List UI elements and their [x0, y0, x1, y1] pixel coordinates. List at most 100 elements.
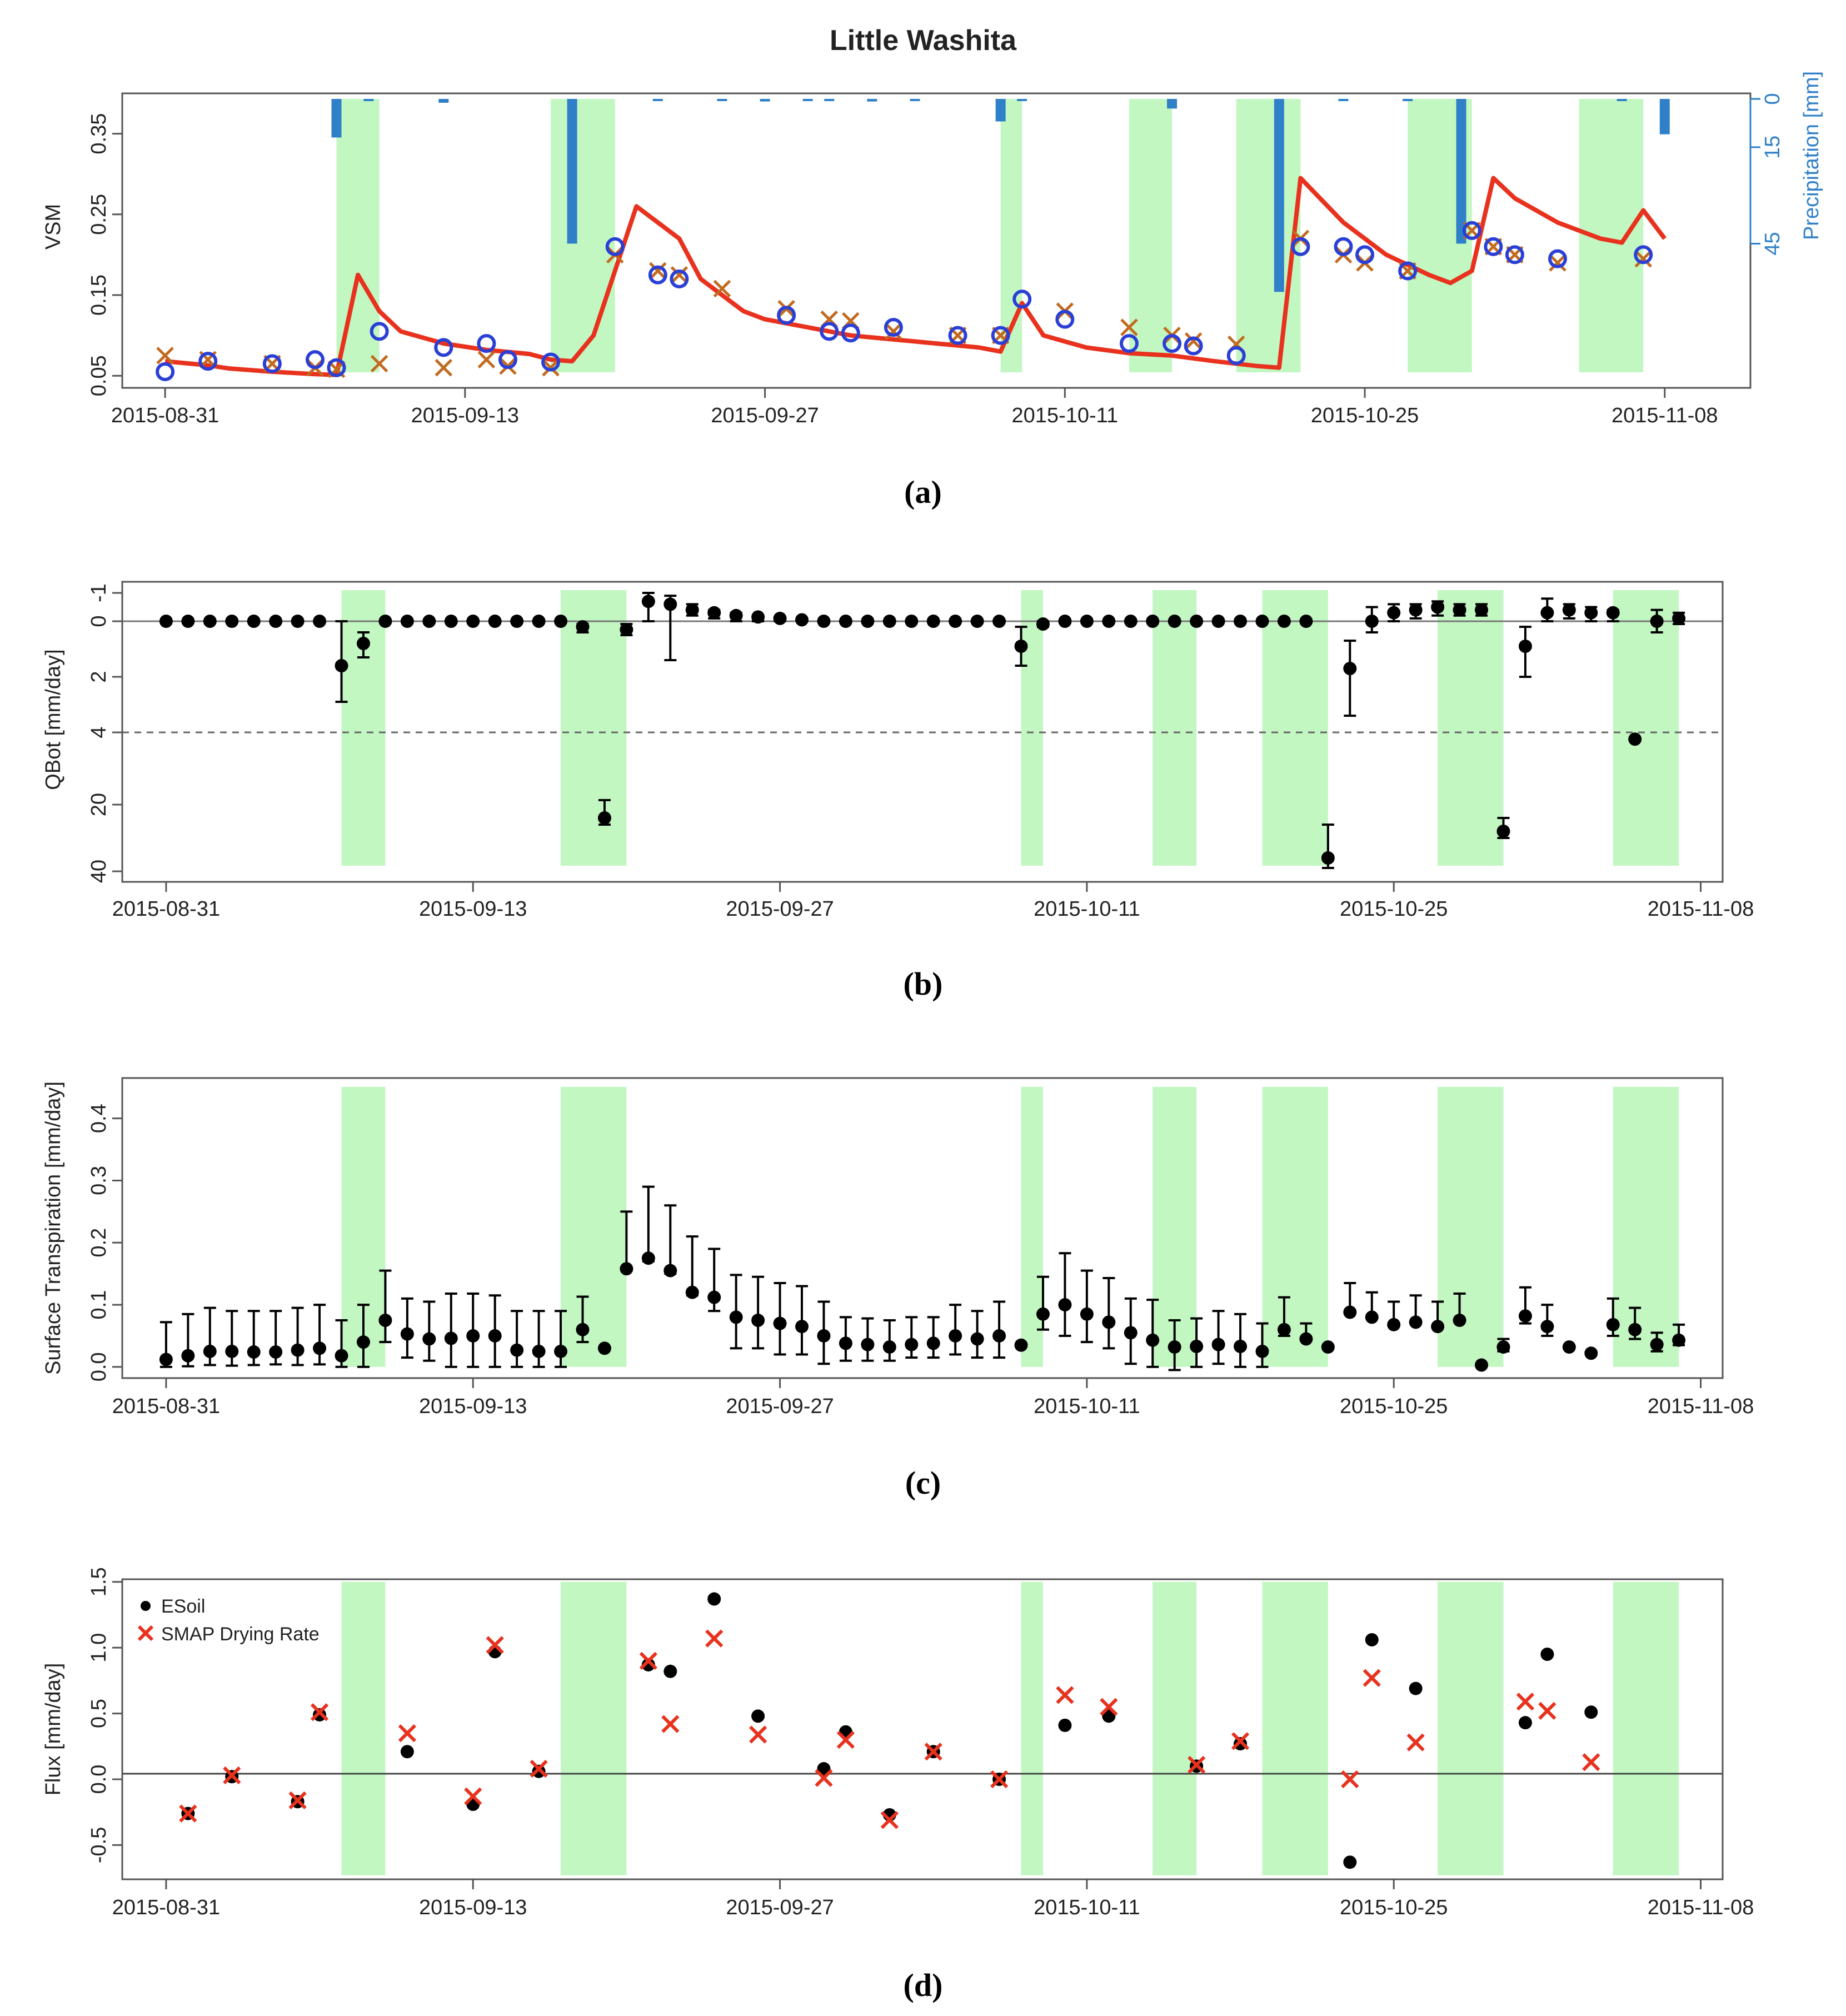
panel-c-point	[335, 1349, 348, 1363]
panel-c-point	[1321, 1340, 1335, 1354]
panel-a-precip-bar	[1338, 99, 1349, 101]
panel-c-point	[620, 1262, 633, 1276]
panel-c-point	[1475, 1358, 1489, 1372]
panel-a-y-tick-label: 0.15	[87, 275, 111, 316]
panel-d-x-tick-label: 2015-11-08	[1648, 1896, 1754, 1919]
panel-a-circle	[841, 323, 860, 343]
panel-c-point	[1102, 1315, 1116, 1329]
panel-a-circle	[434, 338, 453, 357]
panel-d-esoil-point	[1102, 1709, 1116, 1723]
panel-c-point	[1650, 1338, 1664, 1351]
panel-c-point	[926, 1336, 940, 1350]
panel-a-precip-bar	[717, 99, 727, 101]
panel-a-label: (a)	[904, 474, 942, 510]
panel-a-circle	[605, 237, 625, 256]
panel-c-point	[1124, 1326, 1137, 1340]
panel-b-point	[926, 615, 940, 628]
panel-d-smap-cross	[990, 1770, 1009, 1789]
panel-d-smap-crosses	[179, 1629, 1600, 1829]
panel-b-point	[554, 615, 568, 628]
panel-d-esoil-point	[1540, 1648, 1554, 1661]
panel-c-point	[685, 1285, 699, 1299]
panel-a-precip-bar	[1617, 99, 1627, 101]
panel-b-y-tick-label: -1	[87, 583, 111, 602]
panel-b-point	[444, 615, 458, 628]
panel-c-point	[970, 1332, 984, 1346]
panel-d-esoil-point	[707, 1592, 721, 1606]
panel-b-point	[335, 659, 348, 672]
panel-a-circle-markers	[156, 221, 1653, 381]
panel-a-x-tick-label: 2015-09-27	[711, 404, 819, 427]
panel-c-point	[466, 1329, 480, 1343]
panel-b-point	[1365, 615, 1379, 628]
panel-a-precip-bar	[824, 99, 835, 101]
panel-d-smap-cross	[749, 1725, 767, 1744]
panel-a-shade	[551, 99, 615, 372]
panel-c-point	[1343, 1305, 1357, 1319]
panel-b-x-tick-label: 2015-10-25	[1340, 897, 1448, 921]
panel-d-smap-cross	[1582, 1753, 1600, 1772]
panel-b-point	[1453, 603, 1466, 617]
panel-a-cross	[370, 355, 388, 373]
panel-c-point	[1058, 1298, 1072, 1312]
panel-d-smap-cross	[179, 1804, 197, 1823]
panel-b-point	[729, 608, 743, 622]
panel-d-shaded-regions	[341, 1581, 1679, 1875]
panel-b-point	[597, 811, 611, 825]
panel-b-shade	[1152, 590, 1197, 866]
panel-b-point	[1036, 617, 1050, 631]
panel-a-circle	[670, 269, 689, 288]
panel-a-right-y-label: Precipitation [mm]	[1800, 71, 1823, 240]
panel-c-shade	[1262, 1087, 1328, 1367]
panel-b-point	[992, 615, 1006, 628]
panel-b-y-label: QBot [mm/day]	[42, 649, 65, 790]
panel-d-shade	[561, 1581, 627, 1875]
panel-d-smap-cross	[705, 1629, 724, 1648]
panel-d-smap-cross	[486, 1636, 504, 1654]
panel-c-point	[773, 1316, 787, 1330]
panel-b-point	[839, 615, 852, 628]
panel-c-point	[203, 1344, 217, 1358]
panel-a-precip-bar	[910, 99, 920, 101]
panel-c-point	[1628, 1323, 1642, 1336]
panel-a-cross	[713, 280, 731, 298]
panel-a-shaded-regions	[336, 99, 1644, 372]
panel-d-esoil-point	[1584, 1705, 1598, 1719]
legend-esoil-label: ESoil	[161, 1596, 205, 1617]
panel-c-point	[817, 1329, 831, 1343]
panel-b-point	[1409, 603, 1423, 617]
panel-b-point	[905, 615, 919, 628]
panel-c-point	[1606, 1318, 1620, 1331]
panel-c-x-tick-label: 2015-10-11	[1034, 1395, 1140, 1418]
panel-a-circle	[327, 358, 346, 377]
panel-b-point	[1255, 615, 1269, 628]
panel-d-x-tick-label: 2015-10-25	[1340, 1896, 1448, 1919]
panel-b-point	[181, 615, 195, 628]
panel-d-esoil-point	[400, 1745, 414, 1759]
panel-d-esoil-point	[1518, 1716, 1532, 1730]
panel-d-y-tick-label: 1.5	[87, 1567, 111, 1596]
panel-a-circle	[1548, 249, 1568, 268]
panel-b-point	[1584, 606, 1598, 620]
panel-a-circle	[948, 326, 967, 345]
panel-c-point	[1584, 1346, 1598, 1360]
panel-c-x-tick-label: 2015-11-08	[1648, 1395, 1754, 1418]
panel-c-point	[159, 1353, 173, 1366]
panel-c-point	[532, 1344, 546, 1358]
panel-c-x-tick-label: 2015-08-31	[112, 1395, 220, 1418]
panel-c-point	[1255, 1344, 1269, 1358]
panel-a-circle	[1462, 221, 1481, 240]
panel-c-point	[1496, 1340, 1510, 1354]
panel-c-point	[313, 1341, 327, 1355]
panel-a-circle	[820, 322, 839, 341]
panel-a-circle	[648, 265, 667, 285]
panel-a-y-tick-label: 0.25	[87, 194, 111, 235]
panel-c-point	[291, 1343, 305, 1357]
panel-b-point	[641, 595, 655, 608]
panel-a-cross	[542, 358, 560, 377]
panel-a-x-tick-label: 2015-11-08	[1611, 404, 1718, 427]
panel-a-circle	[1291, 237, 1310, 256]
panel-b-shade	[1021, 590, 1043, 866]
panel-c-shade	[1021, 1087, 1043, 1367]
panel-c-point	[488, 1329, 502, 1343]
